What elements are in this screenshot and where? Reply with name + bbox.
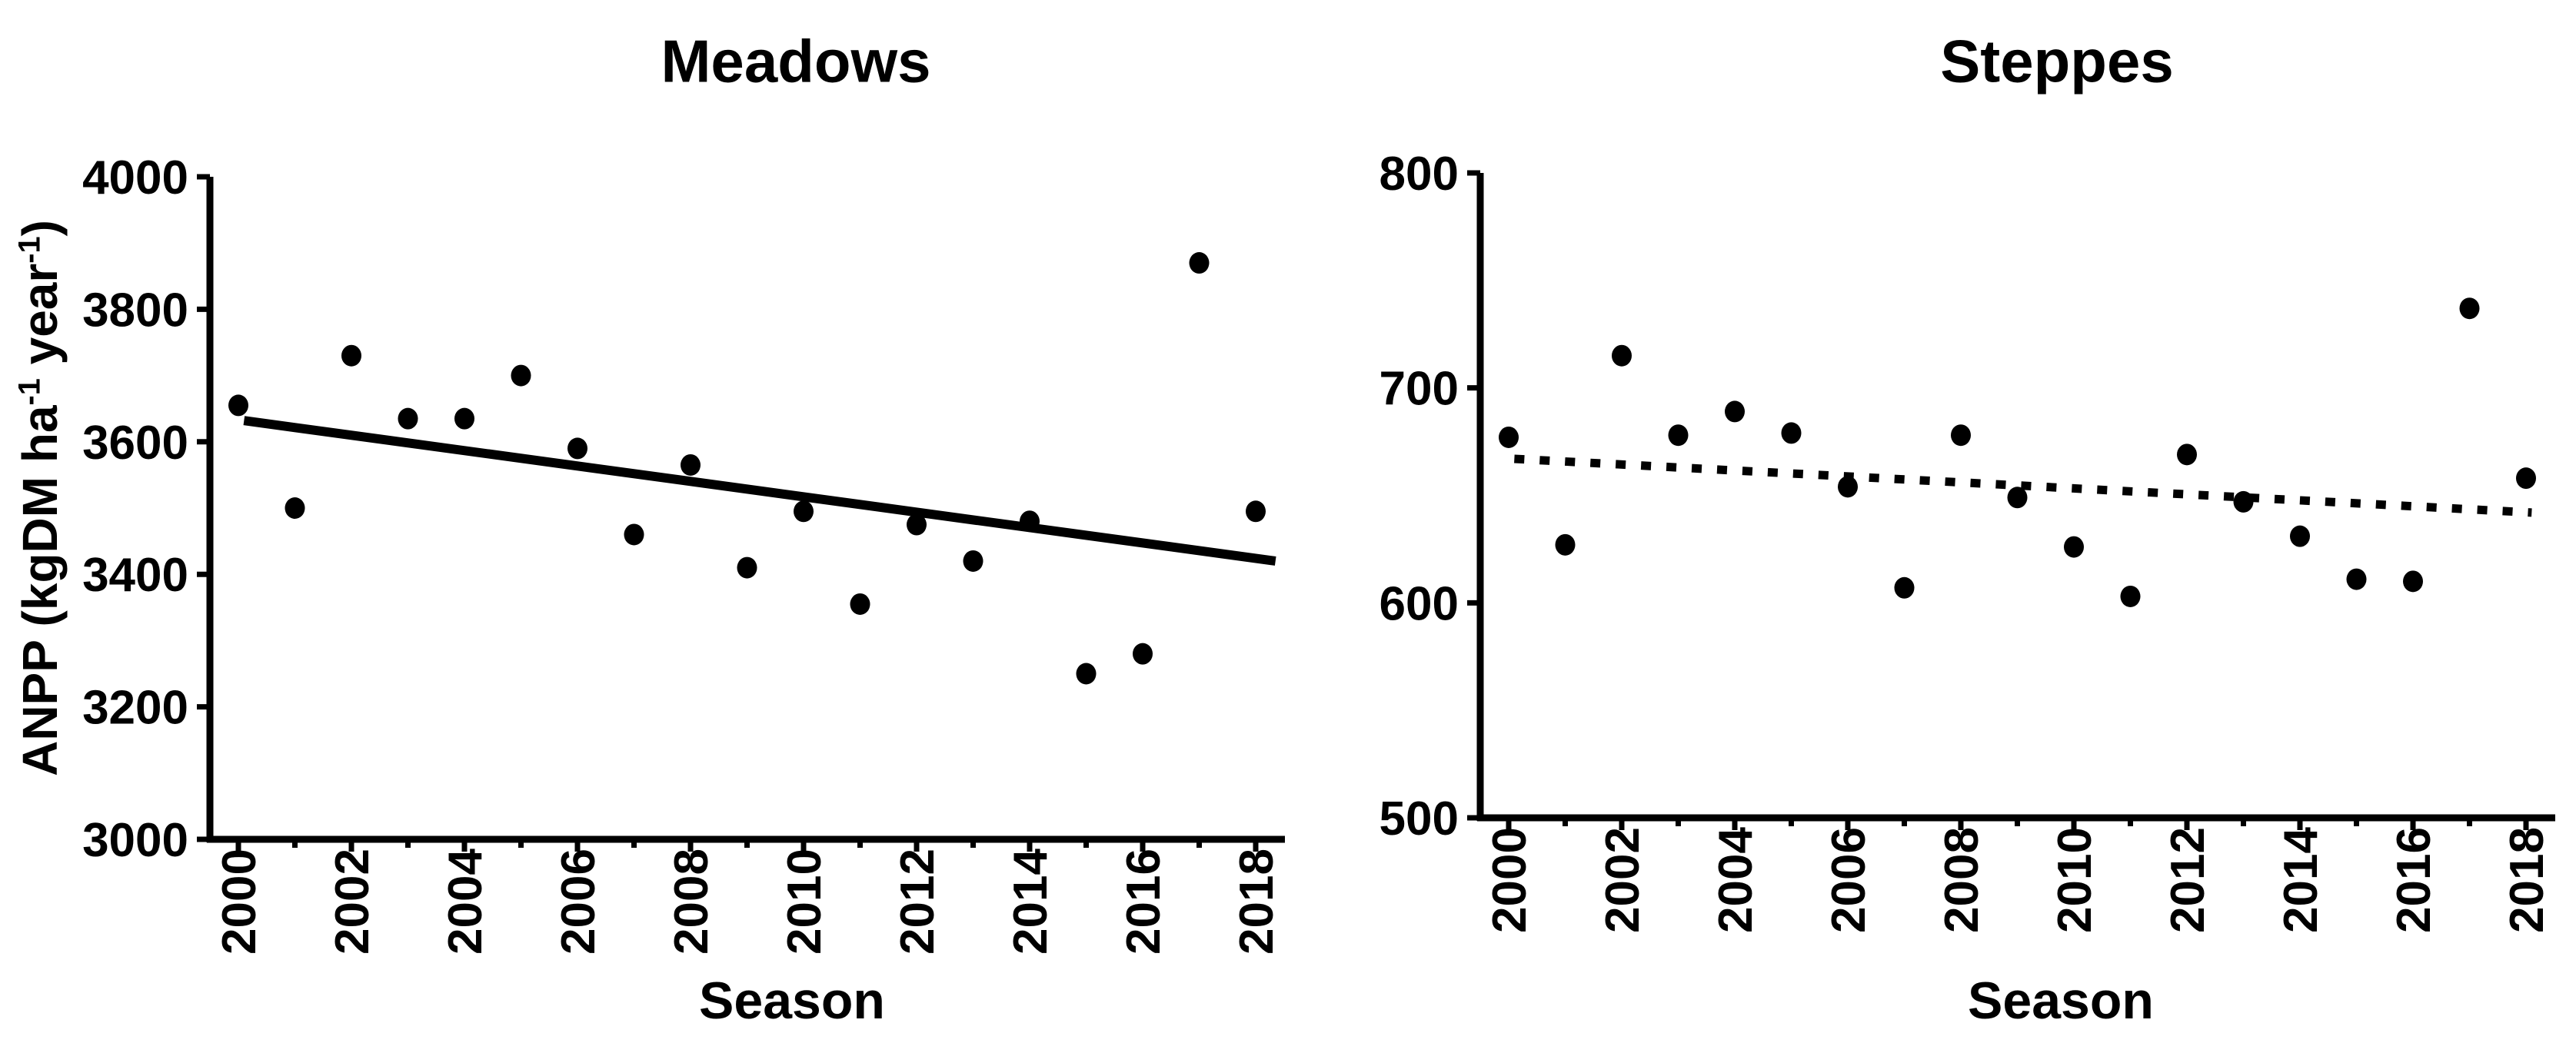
panel-title-meadows: Meadows bbox=[661, 27, 931, 95]
x-tick-label: 2012 bbox=[891, 849, 944, 955]
x-tick-label: 2012 bbox=[2162, 827, 2215, 933]
data-point bbox=[285, 497, 305, 519]
data-point bbox=[2459, 297, 2480, 320]
data-point bbox=[454, 407, 474, 430]
data-point bbox=[1725, 400, 1745, 423]
data-point bbox=[2290, 525, 2310, 547]
data-point bbox=[681, 453, 701, 476]
data-point bbox=[624, 523, 644, 546]
data-point bbox=[1894, 576, 1915, 599]
data-point bbox=[2403, 570, 2423, 593]
x-tick-label: 2010 bbox=[2048, 827, 2102, 933]
x-tick-label: 2006 bbox=[552, 849, 605, 955]
x-tick-label: 2000 bbox=[1483, 827, 1536, 933]
data-point bbox=[907, 513, 927, 536]
y-tick-label: 3600 bbox=[82, 417, 188, 470]
data-point bbox=[850, 593, 870, 615]
y-tick-label: 3000 bbox=[82, 814, 188, 867]
panel-steppes: 500 600 700 800 2000 2002 2004 2006 2008 2010 2012… bbox=[1380, 148, 2555, 933]
data-point bbox=[511, 364, 531, 387]
data-point bbox=[1555, 533, 1576, 556]
x-tick-label: 2016 bbox=[2388, 827, 2441, 933]
data-point bbox=[341, 344, 361, 367]
data-point bbox=[2177, 443, 2197, 466]
data-point bbox=[1499, 426, 1519, 448]
y-tick-label: 3200 bbox=[82, 682, 188, 735]
data-point bbox=[1246, 500, 1266, 523]
data-point bbox=[2120, 585, 2141, 607]
y-tick-label: 4000 bbox=[82, 151, 188, 204]
data-point bbox=[2233, 490, 2254, 513]
data-point bbox=[567, 437, 587, 460]
data-point bbox=[2516, 467, 2536, 490]
data-point bbox=[1612, 344, 1632, 367]
x-tick-label: 2006 bbox=[1822, 827, 1875, 933]
panel-meadows: 3000 3200 3400 3600 3800 4000 2000 2002 2004 2006… bbox=[82, 151, 1285, 955]
x-tick-label: 2002 bbox=[1596, 827, 1649, 933]
y-tick-label: 800 bbox=[1380, 148, 1459, 201]
x-tick-label: 2004 bbox=[439, 848, 492, 954]
data-point bbox=[1781, 422, 1802, 444]
data-point bbox=[398, 407, 418, 430]
x-tick-label: 2008 bbox=[1935, 827, 1989, 933]
y-tick-label: 700 bbox=[1380, 363, 1459, 416]
x-tick-label: 2014 bbox=[2275, 826, 2328, 932]
data-point bbox=[794, 500, 814, 523]
y-tick-label: 3800 bbox=[82, 284, 188, 337]
data-point bbox=[1189, 252, 1210, 274]
x-tick-label: 2008 bbox=[665, 849, 718, 955]
x-tick-label: 2000 bbox=[213, 849, 266, 955]
data-point bbox=[1076, 663, 1097, 685]
data-point bbox=[1838, 476, 1858, 498]
x-tick-label: 2004 bbox=[1709, 826, 1762, 932]
x-tick-label: 2018 bbox=[1230, 849, 1283, 955]
trend-line-solid bbox=[243, 416, 1276, 566]
x-tick-label: 2018 bbox=[2501, 827, 2554, 933]
y-tick-label: 3400 bbox=[82, 549, 188, 602]
data-point bbox=[963, 550, 983, 572]
x-tick-label: 2002 bbox=[326, 849, 379, 955]
data-point bbox=[1951, 424, 1971, 447]
y-tick-label: 600 bbox=[1380, 577, 1459, 630]
x-axis-title-steppes: Season bbox=[1968, 972, 2154, 1030]
x-tick-label: 2016 bbox=[1117, 849, 1170, 955]
x-tick-label: 2010 bbox=[778, 849, 831, 955]
data-point bbox=[1668, 424, 1689, 447]
data-point bbox=[2346, 568, 2367, 590]
x-tick-label: 2014 bbox=[1004, 848, 1057, 954]
x-axis-title-meadows: Season bbox=[699, 972, 885, 1030]
trend-line-dashed bbox=[1514, 454, 2532, 517]
data-point bbox=[737, 556, 757, 579]
panel-title-steppes: Steppes bbox=[1940, 27, 2174, 95]
data-point bbox=[1020, 510, 1040, 533]
y-tick-label: 500 bbox=[1380, 792, 1459, 845]
data-point bbox=[2007, 487, 2028, 509]
data-point bbox=[1133, 643, 1153, 665]
data-point bbox=[228, 394, 248, 417]
data-point bbox=[2064, 536, 2084, 558]
